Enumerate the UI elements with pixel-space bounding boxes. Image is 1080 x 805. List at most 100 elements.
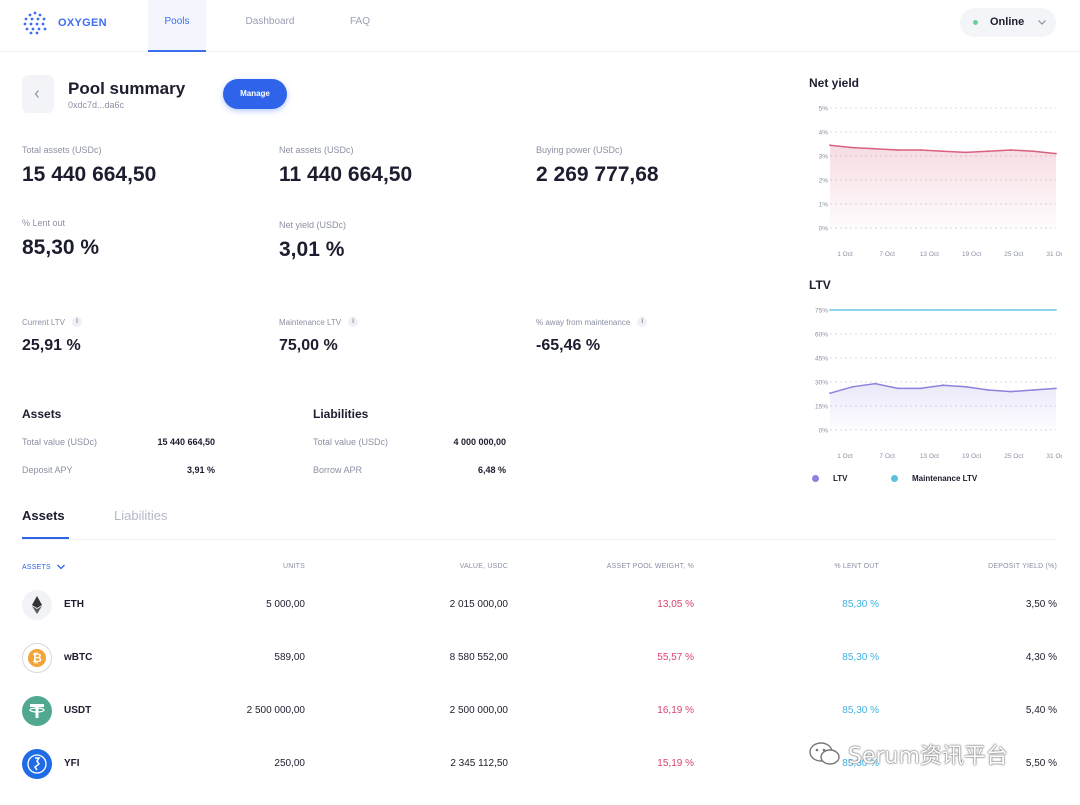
data-point <box>1032 389 1035 391</box>
data-point <box>874 309 877 311</box>
data-point <box>1032 309 1035 311</box>
x-tick-label: 31 Oct <box>1046 251 1062 258</box>
asset-value: 2 345 112,50 <box>450 758 508 769</box>
net-yield-value: 3,01 % <box>279 238 345 261</box>
data-point <box>919 387 922 390</box>
series-area <box>830 145 1056 228</box>
data-point <box>851 385 854 388</box>
asset-units: 589,00 <box>274 652 305 663</box>
series-area <box>830 383 1056 430</box>
nav-tab-pools[interactable]: Pools <box>148 0 206 52</box>
data-point <box>987 150 990 153</box>
x-tick-label: 31 Oct <box>1046 453 1062 460</box>
asset-units: 250,00 <box>274 758 305 769</box>
tab-liabilities[interactable]: Liabilities <box>114 508 168 523</box>
deposit-apy-value: 3,91 % <box>186 465 215 475</box>
liabilities-total-label: Total value (USDc) <box>313 437 389 447</box>
pool-address[interactable]: 0xdc7d...da6c <box>68 100 125 110</box>
column-header-assets-label: ASSETS <box>22 563 51 571</box>
assets-total-value: 15 440 664,50 <box>157 437 215 447</box>
y-tick-label: 75% <box>815 308 828 315</box>
table-row[interactable]: ₿ wBTC 589,00 8 580 552,00 55,57 % 85,30… <box>0 632 1080 685</box>
asset-name: USDT <box>64 705 92 716</box>
data-point <box>1009 309 1012 311</box>
total-assets-label: Total assets (USDc) <box>22 145 102 155</box>
data-point <box>896 387 899 390</box>
back-button[interactable] <box>22 75 54 113</box>
y-tick-label: 2% <box>819 178 829 185</box>
column-header-assets[interactable]: ASSETS <box>22 563 66 571</box>
chevron-left-icon <box>34 90 39 98</box>
asset-deposit-yield: 4,30 % <box>1025 652 1057 663</box>
asset-name: wBTC <box>64 652 93 663</box>
current-ltv-label: Current LTV i <box>22 317 82 327</box>
x-tick-label: 19 Oct <box>962 251 981 258</box>
x-tick-label: 1 Oct <box>837 453 853 460</box>
x-tick-label: 7 Oct <box>879 251 895 258</box>
ltv-chart: 75% 60% 45% 30% 15% 0% 1 Oct 7 Oct 13 Oct 19 Oct 2… <box>815 308 1062 461</box>
asset-units: 5 000,00 <box>266 599 305 610</box>
buying-power-label: Buying power (USDc) <box>536 145 623 155</box>
lent-out-label: % Lent out <box>22 218 66 228</box>
info-icon[interactable]: i <box>348 317 359 327</box>
nav-tab-dashboard[interactable]: Dashboard <box>245 16 295 27</box>
y-tick-label: 4% <box>819 130 829 137</box>
column-header-units[interactable]: UNITS <box>283 563 305 570</box>
tab-active-indicator <box>22 537 69 539</box>
column-header-deposit-yield[interactable]: DEPOSIT YIELD (%) <box>988 563 1057 570</box>
manage-button[interactable]: Manage <box>223 79 287 109</box>
watermark: Serum资讯平台 <box>808 738 1008 770</box>
asset-deposit-yield: 3,50 % <box>1025 599 1057 610</box>
asset-pool-weight: 15,19 % <box>657 758 694 769</box>
network-status-label: Online <box>990 16 1025 28</box>
net-assets-value: 11 440 664,50 <box>279 163 413 186</box>
svg-text:₿: ₿ <box>32 651 42 665</box>
info-icon[interactable]: i <box>71 317 82 327</box>
asset-lent-out: 85,30 % <box>842 599 879 610</box>
data-point <box>829 392 831 395</box>
eth-icon <box>22 590 52 620</box>
asset-lent-out: 85,30 % <box>842 705 879 716</box>
y-tick-label: 45% <box>815 356 828 363</box>
chevron-down-icon <box>56 564 65 570</box>
deposit-apy-label: Deposit APY <box>22 465 73 475</box>
column-header-value[interactable]: VALUE, USDC <box>459 563 508 570</box>
x-tick-label: 19 Oct <box>962 453 981 460</box>
logo[interactable]: OXYGEN <box>22 10 107 36</box>
table-row[interactable]: USDT 2 500 000,00 2 500 000,00 16,19 % 8… <box>0 685 1080 738</box>
y-tick-label: 30% <box>815 380 828 387</box>
tab-assets[interactable]: Assets <box>22 508 65 523</box>
legend-ltv-label: LTV <box>833 474 848 483</box>
network-status-dropdown[interactable]: Online <box>960 8 1056 37</box>
legend-maintenance: Maintenance LTV <box>891 474 977 483</box>
data-point <box>851 309 854 311</box>
tab-divider <box>22 539 1056 540</box>
data-point <box>964 309 967 311</box>
y-tick-label: 0% <box>819 428 829 435</box>
column-header-lent-out[interactable]: % LENT OUT <box>834 563 879 570</box>
x-tick-label: 1 Oct <box>837 251 853 258</box>
asset-deposit-yield: 5,50 % <box>1025 758 1057 769</box>
data-point <box>1009 390 1012 393</box>
legend-ltv: LTV <box>812 474 848 483</box>
info-icon[interactable]: i <box>637 317 648 327</box>
legend-ltv-swatch <box>812 475 819 482</box>
oxygen-logo-icon <box>23 11 47 35</box>
data-point <box>919 149 922 151</box>
table-row[interactable]: YFI 250,00 2 345 112,50 15,19 % 85,30 % … <box>0 738 1080 791</box>
current-ltv-value: 25,91 % <box>22 337 81 354</box>
nav-tab-faq[interactable]: FAQ <box>349 16 370 27</box>
column-header-pool-weight[interactable]: ASSET POOL WEIGHT, % <box>606 563 694 570</box>
data-point <box>942 150 944 153</box>
data-point <box>964 385 967 388</box>
x-tick-label: 25 Oct <box>1004 251 1023 258</box>
lent-out-value: 85,30 % <box>22 236 100 259</box>
legend-maintenance-label: Maintenance LTV <box>912 474 978 483</box>
data-point <box>919 309 922 311</box>
net-yield-chart: 5% 4% 3% 2% 1% 0% 1 Oct 7 Oct 13 Oct 19 Oct 25 Oct… <box>819 106 1062 259</box>
borrow-apr-value: 6,48 % <box>477 465 506 475</box>
table-row[interactable]: ETH 5 000,00 2 015 000,00 13,05 % 85,30 … <box>0 579 1080 632</box>
liabilities-total-value: 4 000 000,00 <box>453 437 506 447</box>
asset-pool-weight: 16,19 % <box>657 705 694 716</box>
away-from-maintenance-label: % away from maintenance i <box>536 317 648 327</box>
